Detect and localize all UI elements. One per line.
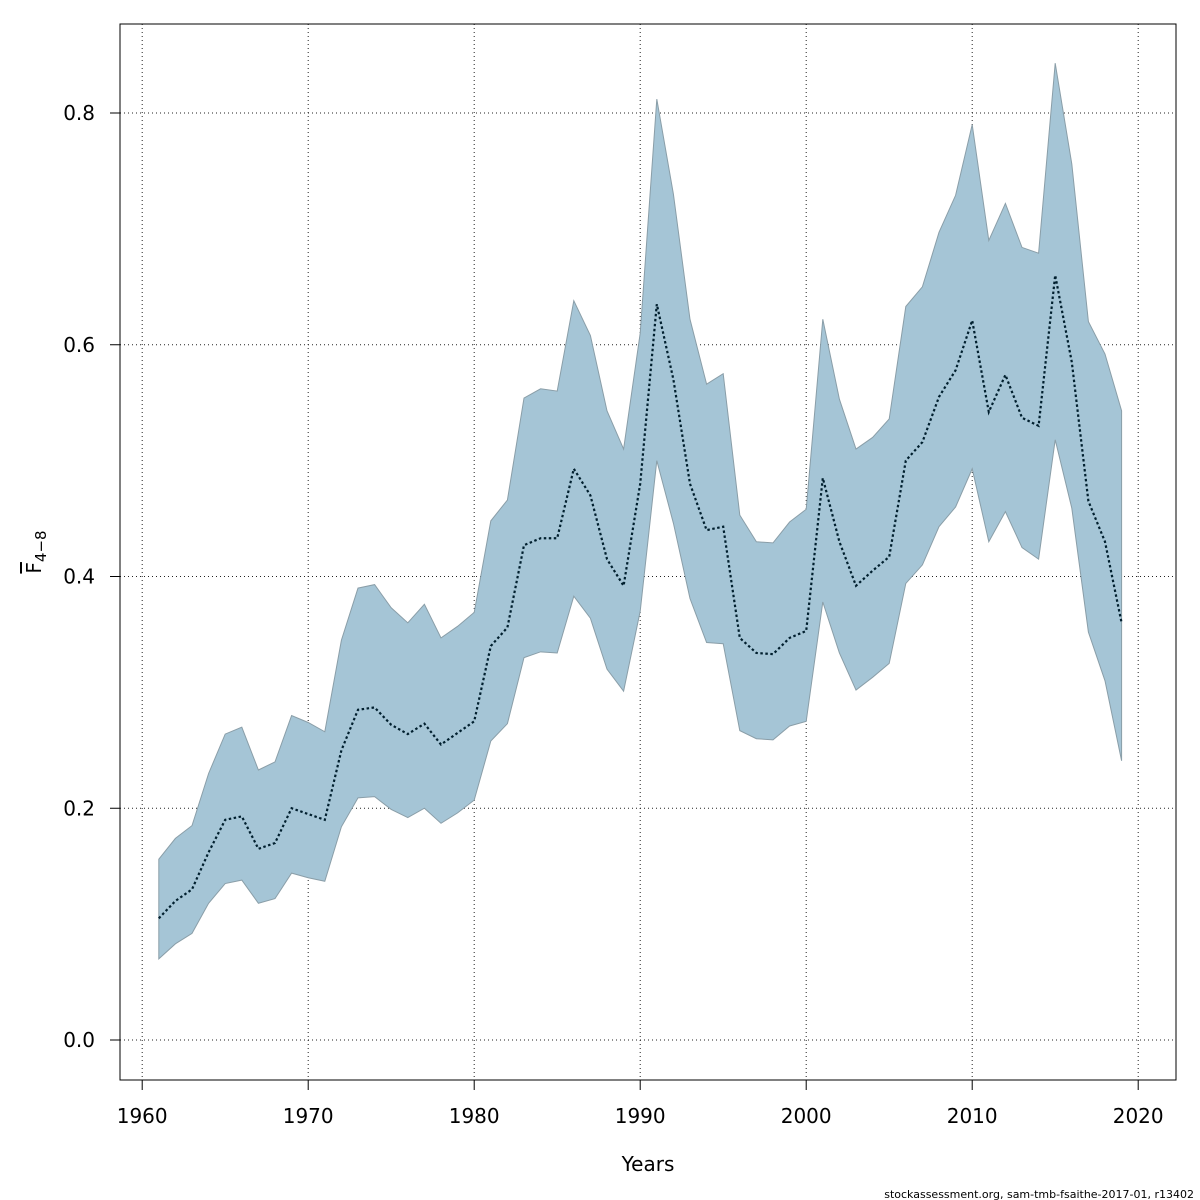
estimate-line <box>158 275 1123 920</box>
grid-lines <box>120 24 1176 1080</box>
y-tick-label-0: 0.0 <box>63 1028 95 1052</box>
y-axis-title-main: F <box>22 562 46 574</box>
x-tick-label-1980: 1980 <box>449 1104 500 1128</box>
y-tick-label-1: 0.2 <box>63 796 95 820</box>
x-tick-label-1990: 1990 <box>615 1104 666 1128</box>
y-tick-label-4: 0.8 <box>63 101 95 125</box>
x-tick-label-1970: 1970 <box>283 1104 334 1128</box>
x-tick-label-2000: 2000 <box>781 1104 832 1128</box>
y-tick-label-3: 0.6 <box>63 333 95 357</box>
y-axis-title: F4−8 <box>22 530 50 573</box>
x-tick-label-2020: 2020 <box>1113 1104 1164 1128</box>
y-tick-label-2: 0.4 <box>63 565 95 589</box>
x-tick-label-1960: 1960 <box>117 1104 168 1128</box>
x-tick-label-2010: 2010 <box>947 1104 998 1128</box>
x-axis: 1960 1970 1980 1990 2000 2010 2020 <box>117 1079 1164 1128</box>
footer-credit: stockassessment.org, sam-tmb-fsaithe-201… <box>884 1188 1194 1200</box>
x-axis-title: Years <box>621 1152 675 1176</box>
plot-frame <box>119 23 1177 1081</box>
confidence-band <box>158 63 1123 961</box>
y-axis-title-subscript: 4−8 <box>32 530 50 562</box>
y-axis: 0.0 0.2 0.4 0.6 0.8 <box>63 101 121 1052</box>
